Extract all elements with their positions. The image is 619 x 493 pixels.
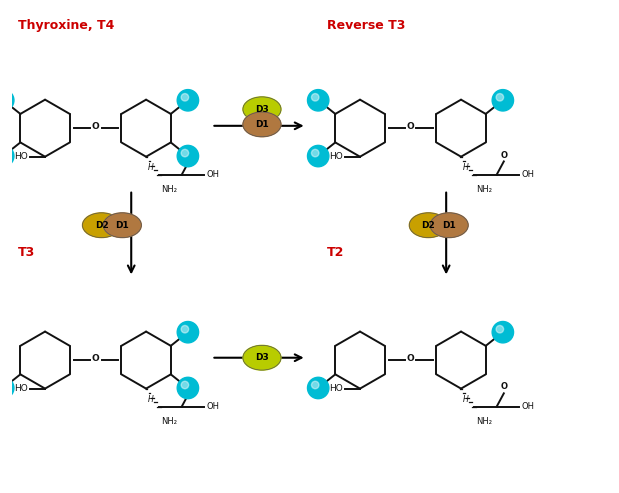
Text: H: H bbox=[462, 163, 468, 173]
Ellipse shape bbox=[311, 149, 319, 157]
Text: H: H bbox=[147, 163, 154, 173]
Ellipse shape bbox=[0, 145, 14, 167]
Text: T3: T3 bbox=[19, 246, 35, 259]
Text: OH: OH bbox=[206, 402, 219, 411]
Text: O: O bbox=[407, 354, 414, 363]
Text: HO: HO bbox=[329, 384, 343, 393]
Text: HO: HO bbox=[14, 384, 28, 393]
Text: T2: T2 bbox=[327, 246, 345, 259]
Ellipse shape bbox=[177, 145, 199, 167]
Text: H: H bbox=[462, 395, 468, 404]
Text: O: O bbox=[501, 383, 508, 391]
Text: O: O bbox=[186, 150, 193, 160]
Ellipse shape bbox=[492, 321, 514, 343]
Text: NH₂: NH₂ bbox=[161, 417, 177, 426]
Text: HO: HO bbox=[329, 152, 343, 161]
Ellipse shape bbox=[0, 94, 4, 101]
Ellipse shape bbox=[430, 213, 468, 238]
Text: HO: HO bbox=[14, 152, 28, 161]
Ellipse shape bbox=[181, 325, 189, 333]
Ellipse shape bbox=[0, 149, 4, 157]
Ellipse shape bbox=[0, 377, 14, 399]
Ellipse shape bbox=[496, 94, 504, 101]
Ellipse shape bbox=[177, 321, 199, 343]
Ellipse shape bbox=[243, 346, 281, 370]
Ellipse shape bbox=[308, 90, 329, 111]
Text: O: O bbox=[92, 122, 100, 131]
Ellipse shape bbox=[409, 213, 448, 238]
Text: OH: OH bbox=[206, 170, 219, 179]
Text: D1: D1 bbox=[442, 221, 456, 230]
Text: D1: D1 bbox=[255, 120, 269, 129]
Ellipse shape bbox=[177, 90, 199, 111]
Text: H: H bbox=[147, 395, 154, 404]
Ellipse shape bbox=[0, 381, 4, 388]
Ellipse shape bbox=[181, 381, 189, 388]
Text: O: O bbox=[501, 150, 508, 160]
Ellipse shape bbox=[82, 213, 121, 238]
Ellipse shape bbox=[492, 90, 514, 111]
Text: D2: D2 bbox=[95, 221, 108, 230]
Ellipse shape bbox=[496, 325, 504, 333]
Text: NH₂: NH₂ bbox=[476, 185, 492, 194]
Ellipse shape bbox=[243, 112, 281, 137]
Text: OH: OH bbox=[521, 402, 534, 411]
Ellipse shape bbox=[177, 377, 199, 399]
Ellipse shape bbox=[181, 94, 189, 101]
Ellipse shape bbox=[308, 145, 329, 167]
Ellipse shape bbox=[103, 213, 141, 238]
Text: NH₂: NH₂ bbox=[161, 185, 177, 194]
Ellipse shape bbox=[311, 381, 319, 388]
Text: D2: D2 bbox=[422, 221, 435, 230]
Text: D3: D3 bbox=[255, 105, 269, 114]
Text: NH₂: NH₂ bbox=[476, 417, 492, 426]
Ellipse shape bbox=[181, 149, 189, 157]
Text: D3: D3 bbox=[255, 353, 269, 362]
Ellipse shape bbox=[243, 97, 281, 122]
Text: OH: OH bbox=[521, 170, 534, 179]
Ellipse shape bbox=[308, 377, 329, 399]
Ellipse shape bbox=[311, 94, 319, 101]
Text: O: O bbox=[92, 354, 100, 363]
Text: Thyroxine, T4: Thyroxine, T4 bbox=[19, 19, 115, 33]
Text: D1: D1 bbox=[115, 221, 129, 230]
Text: Reverse T3: Reverse T3 bbox=[327, 19, 405, 33]
Ellipse shape bbox=[0, 90, 14, 111]
Text: O: O bbox=[407, 122, 414, 131]
Text: O: O bbox=[186, 383, 193, 391]
